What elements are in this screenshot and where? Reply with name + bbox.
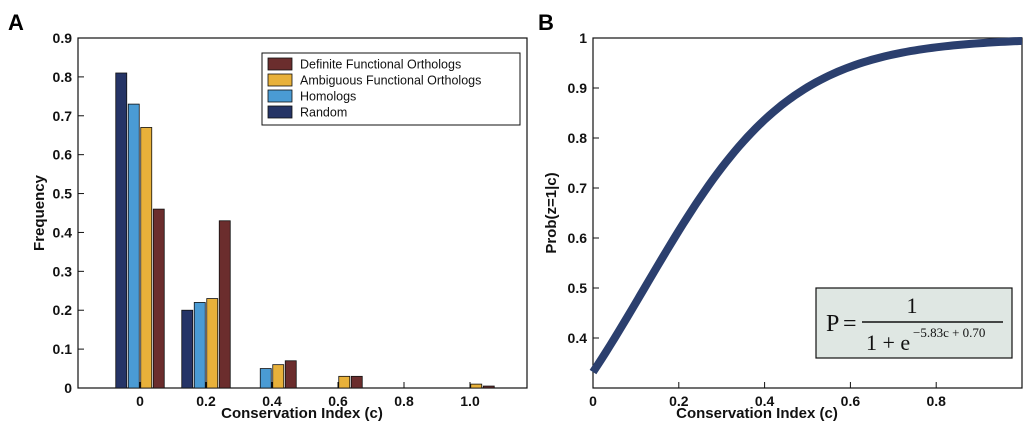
panel-b: B 0.4 0.5 0.6 0.7 0.8 0.9 1 0 0.2 0.4 0.6 0.8 Prob… xyxy=(538,10,1023,422)
panel-a-letter: A xyxy=(8,10,24,35)
x-tick-label: 0.2 xyxy=(196,393,216,409)
y-tick-label: 0.8 xyxy=(568,130,588,146)
x-tick-label: 0.4 xyxy=(262,393,282,409)
legend-swatch-definite xyxy=(267,57,293,71)
x-tick-label: 0.8 xyxy=(926,393,946,409)
panel-a-y-axis-title: Frequency xyxy=(31,174,48,251)
formula-denominator: 1 + e xyxy=(866,330,910,355)
panel-a-y-axis: 0 0.1 0.2 0.3 0.4 0.5 0.6 0.7 0.8 0.9 xyxy=(53,30,84,396)
y-tick-label: 0.8 xyxy=(53,69,73,85)
formula-lhs: P xyxy=(826,311,839,337)
y-tick-label: 0.7 xyxy=(568,180,588,196)
panel-a-x-axis: 0 0.2 0.4 0.6 0.8 1.0 xyxy=(136,382,480,409)
y-tick-label: 0.3 xyxy=(53,263,73,279)
legend-swatch-ambiguous xyxy=(267,73,293,87)
formula-numerator: 1 xyxy=(907,293,918,318)
bar-definite-functional-orthologs xyxy=(152,208,165,389)
panel-a: A 0 0.1 0.2 0.3 0.4 0.5 0.6 0.7 0.8 0.9 0 0.2 0.4 0.… xyxy=(8,10,528,422)
bar-homologs xyxy=(193,302,206,389)
x-tick-label: 0.6 xyxy=(841,393,861,409)
panel-a-legend: Definite Functional Orthologs Ambiguous … xyxy=(261,52,521,126)
bar-homologs xyxy=(259,368,272,389)
y-tick-label: 1 xyxy=(579,30,587,46)
y-tick-label: 0.5 xyxy=(568,280,588,296)
bar-random xyxy=(115,72,128,389)
x-tick-label: 0 xyxy=(589,393,597,409)
y-tick-label: 0.1 xyxy=(53,341,73,357)
bar-definite-functional-orthologs xyxy=(482,385,495,389)
bar-homologs xyxy=(127,103,140,389)
formula-box: P = 1 1 + e −5.83c + 0.70 xyxy=(815,287,1013,359)
bar-ambiguous-functional-orthologs xyxy=(470,383,483,389)
y-tick-label: 0.9 xyxy=(568,80,588,96)
y-tick-label: 0.2 xyxy=(53,302,73,318)
bar-definite-functional-orthologs xyxy=(218,220,231,389)
formula-equals: = xyxy=(843,311,857,337)
legend-label-definite: Definite Functional Orthologs xyxy=(300,58,461,72)
x-tick-label: 0 xyxy=(136,393,144,409)
panel-a-x-axis-title: Conservation Index (c) xyxy=(221,405,383,422)
legend-label-ambiguous: Ambiguous Functional Orthologs xyxy=(300,74,481,88)
legend-swatch-random xyxy=(267,105,293,119)
panel-b-y-axis: 0.4 0.5 0.6 0.7 0.8 0.9 1 xyxy=(568,30,599,346)
y-tick-label: 0.6 xyxy=(53,147,73,163)
x-tick-label: 1.0 xyxy=(460,393,480,409)
y-tick-label: 0.5 xyxy=(53,186,73,202)
y-tick-label: 0.6 xyxy=(568,230,588,246)
x-tick-label: 0.2 xyxy=(669,393,689,409)
x-tick-label: 0.4 xyxy=(755,393,775,409)
x-tick-label: 0.8 xyxy=(394,393,414,409)
formula-exponent: −5.83c + 0.70 xyxy=(913,325,985,340)
legend-label-random: Random xyxy=(300,106,347,120)
panel-b-x-axis: 0 0.2 0.4 0.6 0.8 xyxy=(589,382,946,409)
bar-ambiguous-functional-orthologs xyxy=(272,364,285,389)
bar-ambiguous-functional-orthologs xyxy=(338,375,351,389)
logistic-curve xyxy=(589,36,1023,375)
y-tick-label: 0.4 xyxy=(568,330,588,346)
bar-definite-functional-orthologs xyxy=(350,375,363,389)
y-tick-label: 0.4 xyxy=(53,224,73,240)
bar-random xyxy=(181,309,194,389)
legend-frame xyxy=(261,52,521,126)
bar-definite-functional-orthologs xyxy=(284,360,297,389)
legend-label-homologs: Homologs xyxy=(300,90,356,104)
panel-b-y-axis-title: Prob(z=1|c) xyxy=(543,172,560,253)
legend-swatch-homologs xyxy=(267,89,293,103)
panel-a-bars xyxy=(115,72,495,389)
y-tick-label: 0.7 xyxy=(53,108,73,124)
panel-b-x-axis-title: Conservation Index (c) xyxy=(676,405,838,422)
x-tick-label: 0.6 xyxy=(328,393,348,409)
panel-b-letter: B xyxy=(538,10,554,35)
y-tick-label: 0.9 xyxy=(53,30,73,46)
bar-ambiguous-functional-orthologs xyxy=(140,127,153,389)
formula-box-frame xyxy=(815,287,1013,359)
y-tick-label: 0 xyxy=(64,380,72,396)
bar-ambiguous-functional-orthologs xyxy=(206,298,219,389)
